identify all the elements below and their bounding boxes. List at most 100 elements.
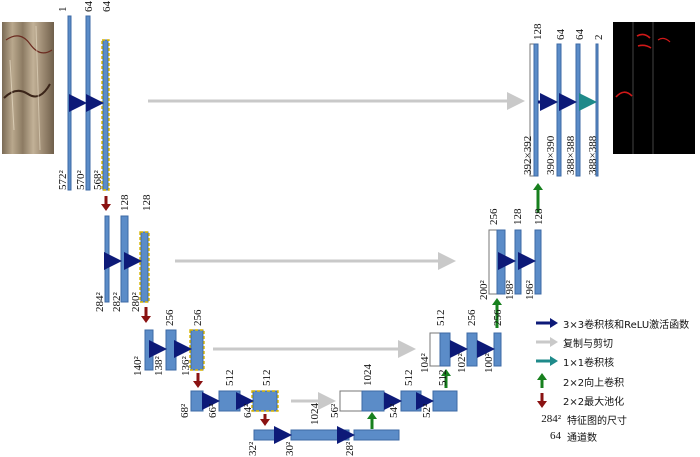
enc4-block-2	[218, 390, 241, 412]
conv-arrow-icon	[533, 314, 561, 332]
bottleneck-size-3: 28²	[344, 441, 356, 456]
dec4-channel-2: 512	[403, 370, 415, 387]
upconv-arrow-4-head	[533, 183, 543, 190]
enc1-block-3-crop-outline	[101, 39, 110, 191]
dec3-block-2	[466, 332, 478, 367]
enc3-block-1	[144, 329, 154, 371]
pool-arrow-1-head	[101, 204, 111, 211]
enc3-block-2	[165, 329, 177, 371]
legend-conv: 3×3卷积核和ReLU激活函数	[533, 314, 689, 332]
dec1-channel-1: 128	[532, 23, 544, 40]
enc4-channel-1: 512	[224, 370, 236, 387]
legend-channels: 64 通道数	[533, 427, 597, 445]
dec3-block-3	[493, 332, 502, 367]
dec4-channel-1: 1024	[362, 364, 374, 387]
dec2-channel-3: 128	[533, 208, 545, 225]
legend-conv1: 1×1卷积核	[533, 352, 614, 370]
legend-pool-label: 2×2最大池化	[563, 396, 625, 408]
enc4-size-2: 66²	[207, 403, 219, 418]
dec1-size-3: 388×388	[565, 135, 577, 175]
dec3-channel-1: 512	[435, 310, 447, 327]
dec2-channel-2: 128	[512, 208, 524, 225]
dec1-size-1: 392×392	[522, 136, 534, 175]
legend-channel-example: 64	[550, 430, 561, 442]
pool-arrow-icon	[533, 391, 561, 409]
operation-arrows	[69, 92, 597, 444]
enc4-channel-2: 512	[261, 370, 273, 387]
enc4-size-1: 68²	[179, 403, 191, 418]
dec1-channel-3: 64	[574, 29, 586, 41]
dec3-size-3: 100²	[483, 353, 495, 374]
upconv-arrow-2-head	[441, 369, 451, 376]
dec4-size-1: 56²	[329, 403, 341, 418]
dec1-block-2	[556, 43, 562, 177]
dec1-up-block	[533, 43, 539, 177]
dec2-size-1: 200²	[478, 280, 490, 301]
legend-upconv-label: 2×2向上卷积	[563, 377, 625, 389]
legend-size-label: 特征图的尺寸	[567, 415, 627, 427]
bottleneck-block-3	[353, 429, 400, 441]
dec3-cropped-block	[429, 332, 441, 367]
enc2-block-1	[104, 215, 110, 303]
dec3-size-2: 102²	[456, 353, 468, 374]
dec4-block-3	[432, 390, 458, 412]
legend-copy: 复制与剪切	[533, 333, 613, 351]
copy-arrow-icon	[533, 333, 561, 351]
enc1-block-3	[102, 39, 109, 191]
enc1-size-2: 570²	[75, 170, 87, 191]
legend-pool: 2×2最大池化	[533, 391, 624, 409]
feature-map-blocks	[67, 15, 599, 441]
legend-size-example: 284²	[541, 413, 561, 425]
bottleneck-channel-1: 1024	[309, 403, 321, 426]
dec3-channel-2: 256	[466, 309, 478, 326]
dec1-size-2: 390×390	[545, 135, 557, 175]
legend-size: 284² 特征图的尺寸	[533, 410, 627, 428]
bottleneck-size-2: 30²	[284, 441, 296, 456]
enc2-channel-1: 128	[119, 194, 131, 211]
dec3-channel-3: 256	[492, 309, 504, 326]
enc4-size-3: 64²	[242, 403, 254, 418]
bottleneck-block-1	[253, 429, 277, 441]
input-image	[2, 22, 54, 154]
dec4-channel-3: 512	[437, 370, 449, 387]
dec2-cropped-block	[488, 229, 498, 295]
upconv-arrow-1-head	[367, 412, 377, 419]
enc1-channel-3: 64	[101, 1, 113, 13]
legend-copy-label: 复制与剪切	[563, 338, 613, 350]
legend-upconv: 2×2向上卷积	[533, 372, 624, 390]
dec4-block-2	[400, 390, 422, 412]
enc3-channel-1: 256	[164, 309, 176, 326]
dec1-channel-4: 2	[593, 35, 605, 41]
enc2-size-2: 282²	[111, 292, 123, 313]
dec3-up-block	[439, 332, 451, 367]
upconv-arrow-icon	[533, 372, 561, 390]
enc2-channel-2: 128	[141, 194, 153, 211]
enc2-block-2	[120, 215, 129, 303]
dec2-size-3: 196²	[524, 280, 536, 301]
dec4-size-2: 54²	[388, 403, 400, 418]
enc4-block-3	[252, 390, 278, 412]
enc2-block-3	[140, 231, 149, 303]
pool-arrow-3-head	[193, 381, 203, 388]
dec3-size-1: 104²	[419, 353, 431, 374]
upconv-arrow-3-head	[492, 298, 502, 305]
legend-channel-label: 通道数	[567, 432, 597, 444]
enc2-size-1: 284²	[94, 292, 106, 313]
dec4-size-3: 52²	[421, 403, 433, 418]
bottleneck-size-1: 32²	[247, 441, 259, 456]
enc4-block-1	[190, 390, 204, 412]
conv1x1-arrow-icon	[533, 352, 561, 370]
enc1-size-1: 572²	[57, 170, 69, 191]
dec4-cropped-block	[339, 390, 363, 412]
enc3-size-1: 140²	[132, 356, 144, 377]
enc3-size-2: 138²	[153, 356, 165, 377]
pool-arrow-2-head	[141, 316, 151, 323]
enc1-block-1	[67, 15, 72, 191]
enc2-size-3: 280²	[130, 292, 142, 313]
dec2-size-2: 198²	[504, 280, 516, 301]
output-image	[613, 22, 695, 154]
enc1-channel-2: 64	[83, 1, 95, 13]
dec4-up-block	[361, 390, 385, 412]
